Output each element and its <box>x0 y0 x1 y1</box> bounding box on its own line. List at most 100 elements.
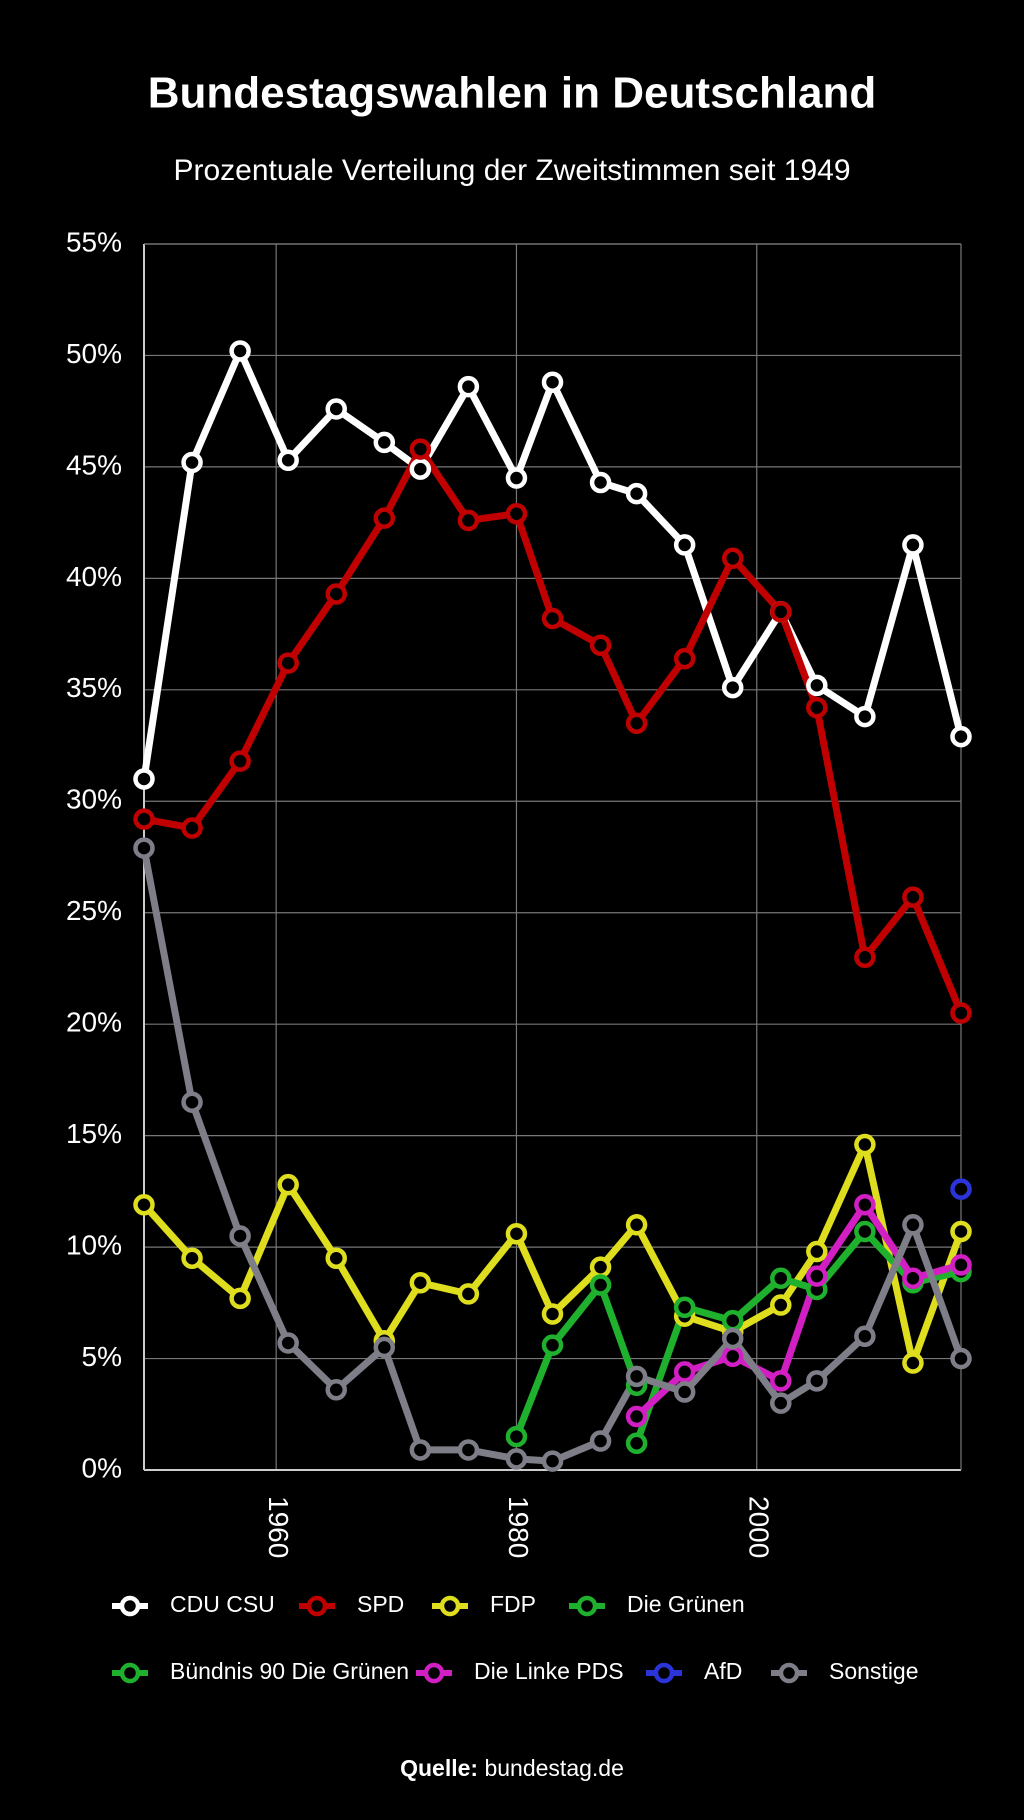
data-point <box>541 1450 564 1472</box>
data-point <box>133 1193 155 1216</box>
data-point <box>229 1287 251 1310</box>
data-point <box>277 1332 299 1354</box>
legend-label: Bündnis 90 Die Grünen <box>170 1658 409 1684</box>
y-tick-label: 35% <box>66 672 122 703</box>
data-point <box>229 750 251 772</box>
data-point <box>770 1294 792 1316</box>
legend-label: CDU CSU <box>170 1591 275 1617</box>
data-point <box>325 1379 347 1401</box>
data-point <box>950 1254 972 1276</box>
data-point <box>457 1283 480 1305</box>
y-tick-label: 10% <box>66 1229 122 1260</box>
legend-marker <box>423 1662 445 1684</box>
data-point <box>673 1381 696 1403</box>
data-point <box>673 1296 696 1319</box>
data-point <box>589 1274 612 1296</box>
legend-label: SPD <box>357 1591 404 1617</box>
data-point <box>181 817 203 839</box>
legend-marker <box>439 1595 461 1617</box>
data-point <box>854 1325 876 1348</box>
data-point <box>589 634 612 656</box>
legend-marker <box>306 1595 328 1617</box>
x-tick-label: 1980 <box>503 1496 534 1558</box>
data-point <box>277 1173 299 1196</box>
legend-marker <box>778 1662 800 1684</box>
data-point <box>505 1448 528 1470</box>
data-point <box>854 1193 876 1216</box>
data-point <box>806 1265 828 1287</box>
y-tick-label: 15% <box>66 1118 122 1149</box>
data-point <box>950 725 972 748</box>
data-point <box>589 1256 612 1278</box>
data-point <box>541 1303 564 1325</box>
y-tick-label: 20% <box>66 1007 122 1038</box>
data-point <box>277 652 299 674</box>
data-point <box>505 1425 528 1448</box>
y-tick-label: 50% <box>66 338 122 369</box>
y-tick-label: 55% <box>66 226 122 257</box>
data-point <box>181 1247 203 1269</box>
y-tick-label: 25% <box>66 895 122 926</box>
legend-marker <box>653 1662 675 1684</box>
data-point <box>229 1225 251 1247</box>
data-point <box>181 1091 203 1113</box>
data-point <box>181 451 203 474</box>
chart-title: Bundestagswahlen in Deutschland <box>148 69 877 118</box>
data-point <box>229 340 251 362</box>
data-point <box>806 674 828 697</box>
data-point <box>770 1267 792 1290</box>
data-point <box>770 1392 792 1414</box>
legend-label: AfD <box>704 1658 742 1684</box>
data-point <box>505 1222 528 1245</box>
data-point <box>277 449 299 471</box>
data-point <box>806 1370 828 1392</box>
data-point <box>854 946 876 969</box>
data-point <box>902 1352 924 1374</box>
data-point <box>721 547 744 570</box>
data-point <box>673 1361 696 1383</box>
y-tick-label: 40% <box>66 561 122 592</box>
legend-label: Die Linke PDS <box>474 1658 624 1684</box>
data-point <box>325 398 347 420</box>
series-line <box>513 1281 640 1438</box>
data-point <box>770 1370 792 1392</box>
data-point <box>854 1133 876 1156</box>
data-point <box>457 1439 480 1461</box>
data-point <box>806 1240 828 1263</box>
data-point <box>409 1272 432 1294</box>
data-point <box>373 1336 396 1359</box>
y-tick-label: 45% <box>66 449 122 480</box>
data-point <box>950 1002 972 1024</box>
data-point <box>541 607 564 630</box>
data-point <box>902 886 924 908</box>
data-point <box>721 1345 744 1368</box>
data-point <box>589 471 612 494</box>
data-point <box>902 1214 924 1236</box>
data-point <box>950 1347 972 1370</box>
data-point <box>541 1334 564 1356</box>
source-text: bundestag.de <box>484 1755 623 1781</box>
legend-marker <box>119 1595 141 1617</box>
data-point <box>625 1365 648 1388</box>
legend-label: Die Grünen <box>627 1591 745 1617</box>
x-tick-label: 2000 <box>743 1496 774 1558</box>
data-point <box>806 696 828 719</box>
data-point <box>854 1220 876 1243</box>
data-point <box>373 431 396 454</box>
data-point <box>625 482 648 505</box>
chart-subtitle: Prozentuale Verteilung der Zweitstimmen … <box>173 154 850 187</box>
data-point <box>409 438 432 460</box>
source-label: Quelle: <box>400 1755 478 1781</box>
data-point <box>541 371 564 393</box>
legend-marker <box>576 1595 598 1617</box>
data-point <box>673 647 696 670</box>
data-point <box>721 1327 744 1350</box>
data-point <box>325 583 347 605</box>
data-point <box>457 375 480 398</box>
data-point <box>133 768 155 790</box>
data-point <box>133 837 155 859</box>
data-point <box>721 676 744 699</box>
data-point <box>457 509 480 532</box>
y-tick-label: 30% <box>66 784 122 815</box>
